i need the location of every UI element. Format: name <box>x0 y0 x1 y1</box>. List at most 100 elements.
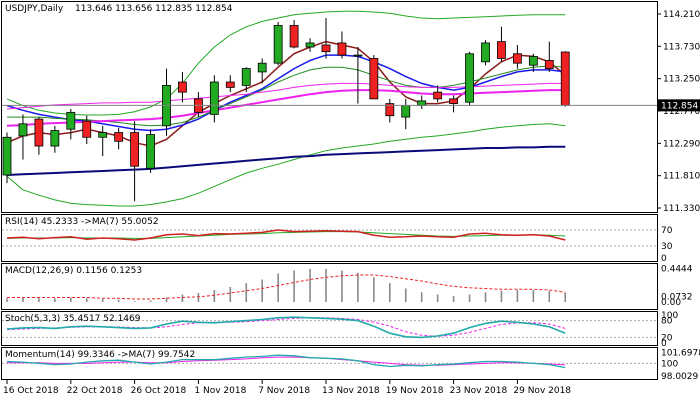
rsi-level-label: 70 <box>661 226 673 236</box>
candle-body <box>369 58 379 100</box>
macd-bar <box>373 277 375 302</box>
candle-body <box>289 25 299 48</box>
candle-body <box>98 132 108 138</box>
stoch-main-line <box>6 316 566 339</box>
x-tick-label: 19 Nov 2018 <box>386 386 444 396</box>
macd-bar <box>309 269 311 302</box>
momentum-ma-line <box>7 356 566 366</box>
macd-bar <box>133 301 136 302</box>
macd-bar <box>436 294 439 302</box>
macd-bar <box>341 270 343 302</box>
x-tick-label: 13 Nov 2018 <box>322 386 380 396</box>
price-pane <box>1 1 658 213</box>
candle-body <box>241 68 251 86</box>
candle-body <box>66 111 76 130</box>
candle-body <box>273 25 283 64</box>
stoch-tick-label: 0 <box>661 339 667 349</box>
candle-body <box>130 132 140 167</box>
candle-body <box>50 130 60 147</box>
x-axis: 16 Oct 2018 22 Oct 2018 26 Oct 2018 1 Nov 2… <box>3 380 571 396</box>
price-tick-label: 112.290 <box>663 139 700 149</box>
momentum-pane <box>1 347 658 380</box>
candle-body <box>385 103 395 117</box>
macd-tick-label: 0.4444 <box>661 265 693 275</box>
candle-body <box>178 81 187 93</box>
x-tick-label: 7 Nov 2018 <box>258 386 310 396</box>
candle-body <box>401 105 411 118</box>
x-tick-label: 22 Oct 2018 <box>67 386 123 396</box>
macd-bar <box>261 279 263 302</box>
candle-body <box>321 44 331 53</box>
macd-bar <box>38 298 40 302</box>
x-tick-label: 1 Nov 2018 <box>194 386 246 396</box>
price-tick-label: 113.250 <box>663 75 700 85</box>
macd-bar <box>468 294 471 302</box>
macd-bar <box>245 283 248 302</box>
macd-bar <box>197 293 200 302</box>
candle-body <box>481 42 490 63</box>
macd-bar <box>548 290 551 302</box>
macd-label: MACD(12,26,9) 0.1156 0.1253 <box>5 266 142 276</box>
rsi-line <box>6 229 566 241</box>
candle-body <box>209 81 219 115</box>
price-tick-label: 112.770 <box>663 107 700 117</box>
macd-bar <box>564 293 567 302</box>
rsi-level-label: 30 <box>661 242 673 252</box>
macd-bar <box>22 297 24 302</box>
current-price: 112.854 <box>2 99 700 112</box>
stoch-label: Stoch(5,3,3) 35.4517 52.1469 <box>5 314 141 324</box>
candle-body <box>34 118 44 147</box>
macd-bar <box>532 290 535 302</box>
macd-bar <box>325 269 327 302</box>
candle-body <box>497 41 506 59</box>
macd-bar <box>213 290 216 302</box>
candle-body <box>513 53 522 64</box>
macd-bar <box>452 296 455 302</box>
macd-signal-line <box>7 274 566 300</box>
momentum-main-line <box>6 354 566 369</box>
macd-bar <box>420 292 423 302</box>
macd-bar <box>181 294 184 302</box>
candle-body <box>544 60 554 69</box>
price-tick-label: 113.730 <box>663 42 700 52</box>
x-tick-label: 23 Nov 2018 <box>450 386 508 396</box>
rsi-indicator: 70 30 0 <box>2 226 673 264</box>
candle-body <box>257 62 267 73</box>
stoch-pane <box>1 311 658 346</box>
macd-tick-label: 0.0732 <box>661 293 693 303</box>
macd-bar <box>6 298 8 302</box>
macd-bar <box>229 287 232 302</box>
candle-body <box>114 132 124 142</box>
macd-bar <box>500 290 503 302</box>
x-tick-label: 26 Oct 2018 <box>131 386 187 396</box>
momentum-tick-label: 98.0029 <box>661 372 698 382</box>
macd-tick-label: 0.00 <box>661 298 681 308</box>
price-tick-label: 111.810 <box>663 172 700 182</box>
macd-bar <box>516 290 519 302</box>
price-tick-label: 111.330 <box>663 204 700 214</box>
candle-body <box>82 120 92 138</box>
momentum-tick-label: 101.6978 <box>661 349 700 359</box>
stoch-tick-label: 100 <box>661 311 678 321</box>
candle-body <box>305 42 315 48</box>
candle-body <box>18 123 28 137</box>
stoch-tick-label: 80 <box>661 317 673 327</box>
rsi-label: RSI(14) 45.2333 ->MA(7) 55.0052 <box>5 217 159 227</box>
current-price-label: 112.854 <box>661 101 698 111</box>
macd-bar <box>484 292 487 302</box>
candle-body <box>146 134 155 169</box>
candle-body <box>337 42 347 56</box>
overlay-ma_green <box>7 65 566 127</box>
overlay-ma_navy <box>6 145 566 176</box>
candle-body <box>560 51 570 106</box>
candle-body <box>353 54 363 57</box>
momentum-tick-label: 100 <box>661 359 678 369</box>
macd-bar <box>85 298 88 302</box>
macd-bar <box>277 273 279 302</box>
macd-bar <box>149 300 152 302</box>
x-tick-label: 16 Oct 2018 <box>3 386 59 396</box>
